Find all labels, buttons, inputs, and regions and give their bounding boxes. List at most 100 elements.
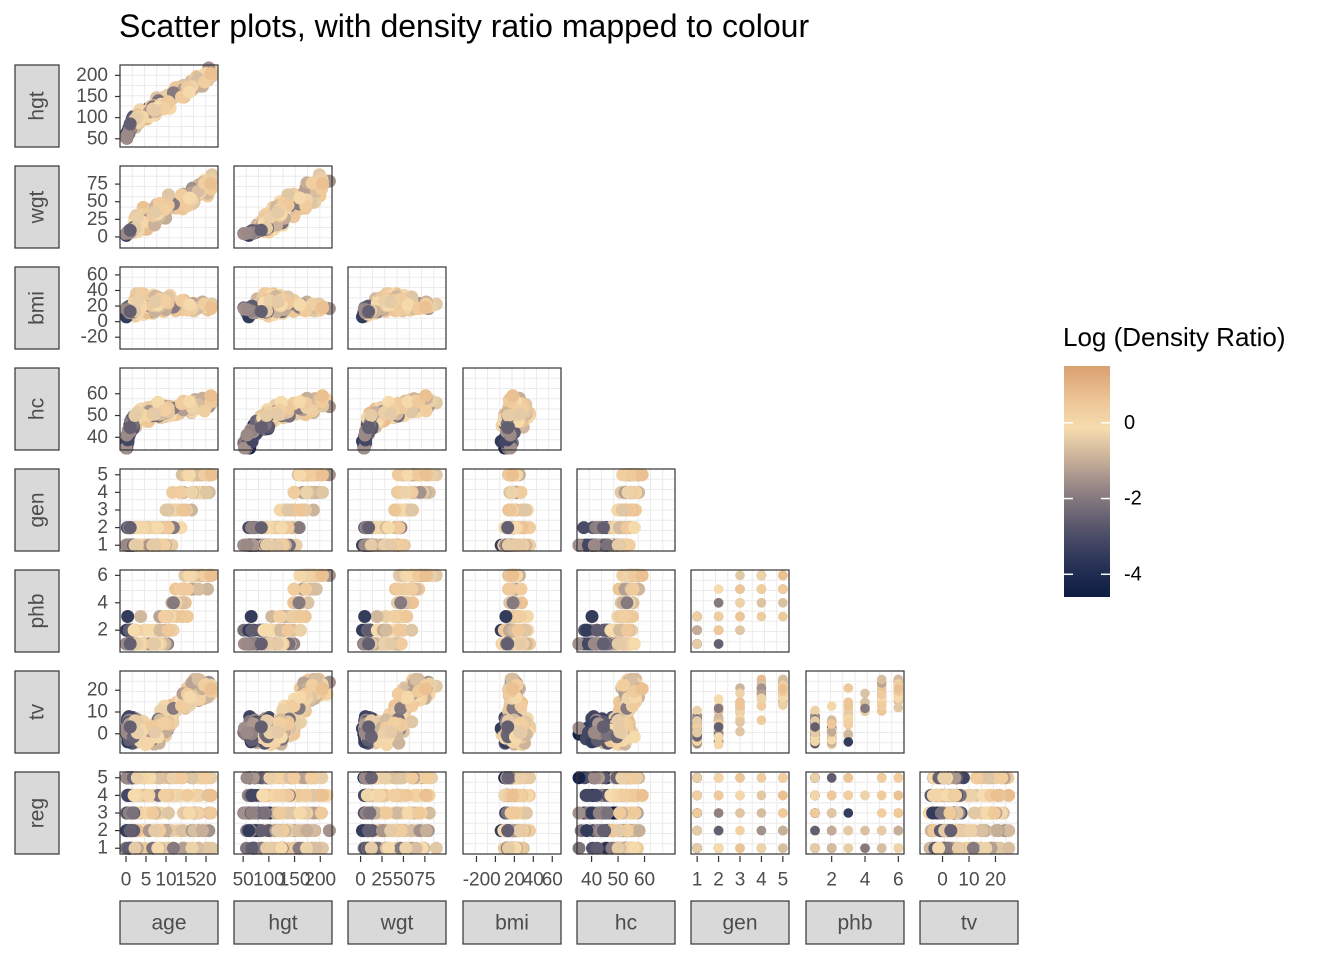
y-tick-label-gen: 5 (97, 464, 108, 485)
data-point (506, 468, 520, 482)
data-point (511, 623, 525, 637)
panel-hc-vs-bmi (462, 367, 562, 455)
data-point (254, 421, 268, 435)
data-point (315, 177, 329, 190)
panel-grid: hgt50100150200wgt0255075bmi-200204060hc4… (14, 61, 1019, 945)
data-point (240, 303, 254, 316)
data-point (162, 188, 175, 202)
panel-hgt-vs-age (119, 61, 219, 148)
data-point (157, 102, 171, 116)
y-tick-label-wgt: 50 (87, 191, 108, 212)
data-point (257, 623, 271, 637)
data-point (405, 582, 419, 596)
panel-gen-vs-age (119, 468, 219, 552)
panel-gen-vs-wgt (347, 468, 447, 552)
data-point (370, 610, 384, 623)
data-point (419, 389, 433, 403)
y-tick-label-hc: 50 (87, 405, 108, 426)
data-point (519, 503, 532, 517)
data-point (240, 538, 254, 552)
panel-hc-vs-wgt (347, 367, 447, 455)
chart-title: Scatter plots, with density ratio mapped… (119, 8, 810, 44)
data-point (254, 305, 268, 318)
data-point (148, 295, 162, 309)
data-point (271, 637, 285, 651)
data-point (379, 623, 393, 637)
data-point (399, 485, 413, 499)
row-strip-hgt (14, 64, 60, 148)
data-point (271, 295, 285, 309)
data-point (182, 191, 196, 205)
data-point (501, 637, 515, 651)
data-point (176, 503, 190, 517)
y-tick-label-wgt: 0 (97, 226, 108, 247)
data-point (182, 85, 196, 99)
data-point (130, 210, 144, 224)
y-tick-label-phb: 2 (97, 620, 108, 641)
panel-border (119, 64, 219, 148)
data-point (513, 407, 527, 421)
panel-hc-vs-age (119, 367, 219, 455)
data-point (405, 623, 419, 637)
data-point (204, 389, 218, 403)
data-point (384, 538, 398, 552)
data-point (260, 538, 274, 552)
data-point (514, 610, 528, 623)
row-strip-label-bmi: bmi (26, 291, 49, 325)
data-point (364, 538, 378, 552)
data-point (305, 176, 319, 190)
data-point (501, 421, 515, 435)
panel-wgt-vs-age (119, 165, 219, 249)
data-point (405, 503, 419, 517)
data-point (244, 610, 258, 623)
panel-phb-vs-age (119, 568, 219, 653)
data-point (362, 305, 376, 318)
data-point (615, 503, 629, 517)
data-point (148, 407, 162, 421)
data-point (315, 568, 329, 582)
data-point (240, 428, 254, 442)
panel-bmi-vs-hgt (233, 266, 336, 350)
data-point (362, 521, 376, 535)
data-point (362, 637, 376, 651)
data-point (199, 485, 213, 499)
data-point (182, 395, 196, 409)
data-point (135, 521, 149, 535)
data-point (358, 610, 372, 623)
data-point (315, 389, 329, 403)
data-point (293, 395, 307, 409)
data-point (287, 485, 301, 499)
data-point (123, 421, 137, 435)
data-point (362, 421, 376, 435)
data-point (273, 610, 286, 623)
legend-title: Log (Density Ratio) (1063, 322, 1286, 352)
row-strip-label-hgt: hgt (26, 91, 49, 120)
y-tick-label-hgt: 50 (87, 128, 108, 149)
data-point (254, 637, 268, 651)
data-point (635, 468, 649, 482)
data-point (260, 409, 274, 422)
data-point (127, 623, 141, 637)
data-point (514, 582, 528, 596)
data-point (501, 521, 515, 535)
y-tick-label-hgt: 100 (76, 107, 108, 128)
data-point (148, 538, 162, 552)
data-point (400, 610, 414, 623)
row-strip-label-gen: gen (26, 492, 49, 527)
data-point (148, 205, 162, 219)
panel-bmi-vs-wgt (347, 266, 447, 350)
panel-gen-vs-hgt (233, 468, 336, 552)
data-point (503, 582, 517, 596)
data-point (123, 305, 137, 318)
row-strip-label-hc: hc (26, 398, 49, 420)
data-point (204, 300, 218, 314)
data-point (382, 521, 395, 535)
row-strip-bmi (14, 266, 60, 350)
panel-border (119, 165, 219, 249)
data-point (388, 503, 402, 517)
y-tick-label-bmi: 0 (97, 311, 108, 332)
data-point (123, 117, 137, 131)
y-tick-label-hgt: 150 (76, 86, 108, 107)
data-point (185, 485, 199, 499)
data-point (121, 610, 135, 623)
